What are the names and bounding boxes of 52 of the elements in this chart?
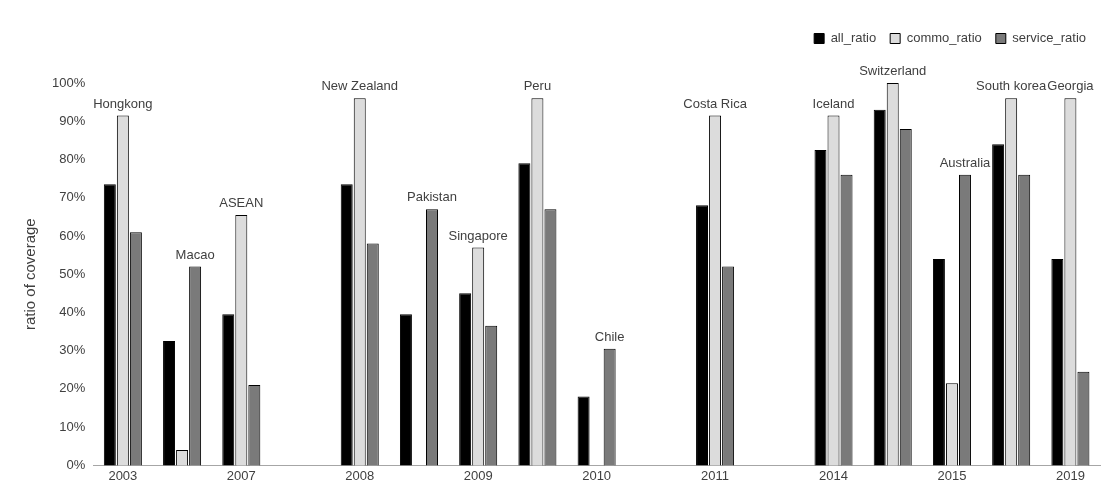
y-tick-label: 30% — [59, 342, 86, 358]
y-tick-label: 60% — [59, 227, 86, 243]
bar — [163, 341, 176, 466]
bar — [399, 314, 412, 466]
y-tick-label: 50% — [59, 265, 86, 281]
data-label: Chile — [594, 328, 625, 344]
y-tick-label: 70% — [59, 189, 86, 205]
data-label: Peru — [523, 78, 552, 94]
bar — [103, 184, 116, 466]
bar — [814, 149, 827, 466]
bar — [518, 163, 531, 466]
y-axis-title: ratio of coverage — [21, 218, 39, 331]
data-label: Australia — [939, 154, 992, 170]
bar — [992, 144, 1005, 466]
bar — [459, 293, 472, 466]
data-label: Georgia — [1047, 78, 1095, 94]
bar — [577, 396, 590, 466]
y-tick-label: 100% — [52, 74, 86, 90]
data-label: Pakistan — [407, 189, 457, 205]
x-tick-label: 2003 — [108, 467, 138, 483]
bar — [873, 109, 886, 466]
y-tick-label: 40% — [59, 304, 86, 320]
y-tick-label: 10% — [59, 418, 86, 434]
data-label: Hongkong — [93, 95, 153, 111]
x-tick-label: 2011 — [701, 467, 730, 483]
data-label: Costa Rica — [683, 95, 748, 111]
legend-label: commo_ratio — [906, 30, 982, 46]
x-tick-label: 2019 — [1055, 467, 1085, 483]
data-label: Macao — [175, 246, 215, 262]
legend-label: service_ratio — [1012, 30, 1087, 46]
legend-label: all_ratio — [830, 30, 877, 46]
y-tick-label: 80% — [59, 151, 86, 167]
x-tick-label: 2014 — [819, 467, 848, 483]
bar — [222, 314, 235, 466]
bar — [1051, 258, 1064, 466]
bar — [932, 258, 945, 466]
data-label: Switzerland — [859, 63, 927, 79]
x-tick-label: 2010 — [582, 467, 612, 483]
data-label: ASEAN — [219, 195, 264, 211]
data-label: Iceland — [812, 95, 855, 111]
data-label: Singapore — [448, 227, 508, 243]
x-tick-label: 2009 — [463, 467, 493, 483]
y-tick-label: 20% — [59, 380, 86, 396]
x-tick-label: 2008 — [345, 467, 375, 483]
y-tick-label: 0% — [66, 456, 86, 472]
y-tick-label: 90% — [59, 112, 86, 128]
bar — [340, 184, 353, 466]
bar — [696, 205, 709, 466]
x-tick-label: 2015 — [937, 467, 967, 483]
x-tick-label: 2007 — [226, 467, 256, 483]
data-label: South korea — [976, 78, 1047, 94]
data-label: New Zealand — [321, 78, 399, 94]
